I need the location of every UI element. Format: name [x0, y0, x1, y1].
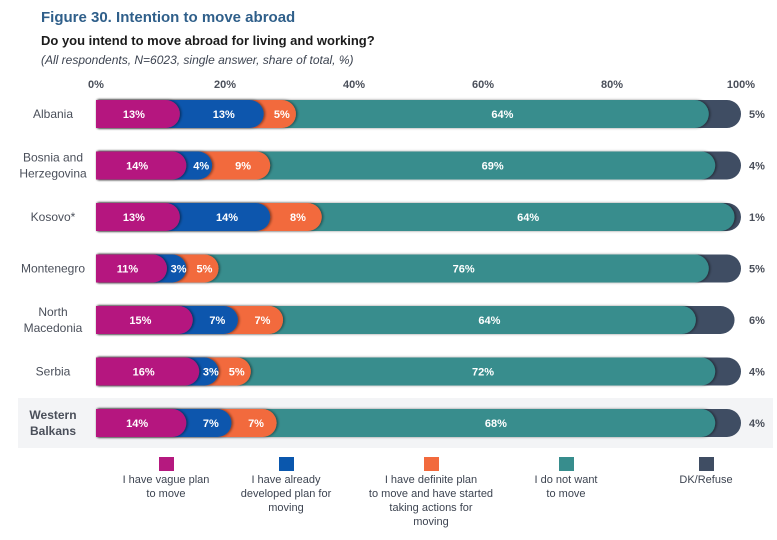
category-label: Balkans — [30, 424, 76, 438]
dk-value-label: 5% — [749, 109, 765, 121]
category-label: Albania — [33, 107, 73, 121]
bar-segment — [96, 100, 180, 128]
legend-label: DK/Refuse — [679, 474, 733, 486]
segment-value-label: 64% — [478, 315, 500, 327]
segment-value-label: 3% — [203, 367, 219, 379]
x-tick-label: 80% — [601, 79, 623, 91]
x-tick-label: 100% — [727, 79, 755, 91]
segment-value-label: 4% — [193, 161, 209, 173]
segment-value-label: 8% — [290, 212, 306, 224]
category-label: Serbia — [36, 365, 71, 379]
legend-label: to move and have started — [368, 488, 494, 500]
bar-row: 14% 4% 9% 69% — [96, 151, 741, 180]
legend-label: I have definite plan — [384, 474, 478, 486]
x-tick-label: 40% — [343, 79, 365, 91]
segment-value-label: 68% — [485, 418, 507, 430]
legend-label: to move — [146, 488, 186, 500]
segment-value-label: 7% — [255, 315, 271, 327]
segment-value-label: 64% — [491, 109, 513, 121]
bar-segment — [96, 357, 200, 386]
legend-item: I have definite plan to move and have sta… — [361, 457, 501, 529]
dk-value-label: 4% — [749, 367, 765, 379]
bar-row: 11% 3% 5% 76% — [96, 254, 741, 283]
legend-label: moving — [413, 516, 449, 528]
figure-note: (All respondents, N=6023, single answer,… — [41, 53, 354, 67]
bar-row: 15% 7% 7% 64% — [96, 306, 735, 334]
segment-value-label: 64% — [517, 212, 539, 224]
legend: I have vague plan to move I have already de… — [0, 457, 777, 540]
segment-value-label: 14% — [126, 418, 148, 430]
bar-row: 13% 14% 8% 64% — [96, 203, 741, 231]
legend-label: I have already — [251, 474, 321, 486]
segment-value-label: 11% — [117, 264, 139, 276]
dk-value-label: 6% — [749, 315, 765, 327]
bar-segment — [96, 254, 167, 283]
legend-label: I do not want — [534, 474, 598, 486]
segment-value-label: 5% — [229, 367, 245, 379]
legend-item: I do not want to move — [496, 457, 636, 501]
segment-value-label: 14% — [216, 212, 238, 224]
legend-label: I have vague plan — [122, 474, 210, 486]
segment-value-label: 9% — [235, 161, 251, 173]
legend-swatch — [278, 457, 294, 471]
segment-value-label: 69% — [482, 161, 504, 173]
segment-value-label: 3% — [171, 264, 187, 276]
legend-swatch — [423, 457, 439, 471]
category-label: Bosnia and — [23, 151, 83, 165]
legend-label: moving — [268, 502, 304, 514]
segment-value-label: 7% — [248, 418, 264, 430]
x-tick-label: 60% — [472, 79, 494, 91]
legend-item: DK/Refuse — [636, 457, 776, 487]
category-label: North — [38, 305, 67, 319]
x-tick-label: 0% — [88, 79, 104, 91]
segment-value-label: 76% — [453, 264, 475, 276]
dk-value-label: 1% — [749, 212, 765, 224]
legend-swatch — [558, 457, 574, 471]
legend-swatch — [698, 457, 714, 471]
legend-item: I have vague plan to move — [96, 457, 236, 501]
segment-value-label: 5% — [274, 109, 290, 121]
category-label: Macedonia — [24, 321, 83, 335]
bar-row: 16% 3% 5% 72% — [96, 357, 741, 386]
legend-label: developed plan for — [240, 488, 332, 500]
segment-value-label: 16% — [133, 367, 155, 379]
x-tick-label: 20% — [214, 79, 236, 91]
legend-label: taking actions for — [389, 502, 473, 514]
category-label: Montenegro — [21, 262, 85, 276]
bar-segment — [96, 151, 187, 180]
segment-value-label: 13% — [123, 212, 145, 224]
bar-segment — [96, 203, 180, 231]
category-label: Herzegovina — [19, 167, 87, 181]
dk-value-label: 4% — [749, 418, 765, 430]
bar-segment — [96, 306, 193, 334]
segment-value-label: 7% — [203, 418, 219, 430]
figure-title: Figure 30. Intention to move abroad — [41, 9, 296, 26]
segment-value-label: 13% — [213, 109, 235, 121]
legend-item: I have already developed plan for moving — [216, 457, 356, 515]
segment-value-label: 15% — [129, 315, 151, 327]
dk-value-label: 5% — [749, 264, 765, 276]
legend-label: to move — [546, 488, 586, 500]
segment-value-label: 13% — [123, 109, 145, 121]
dk-value-label: 4% — [749, 161, 765, 173]
segment-value-label: 72% — [472, 367, 494, 379]
category-label: Kosovo* — [31, 210, 76, 224]
segment-value-label: 7% — [209, 315, 225, 327]
bar-row: 14% 7% 7% 68% — [96, 409, 741, 437]
category-label: Western — [29, 408, 76, 422]
segment-value-label: 14% — [126, 161, 148, 173]
stacked-bar-chart: 0% 20% 40% 60% 80% 100% Albania Bosnia and Herz… — [18, 79, 773, 448]
segment-value-label: 5% — [196, 264, 212, 276]
figure-subtitle: Do you intend to move abroad for living … — [41, 33, 375, 48]
bar-segment — [96, 409, 187, 437]
bar-row: 13% 13% 5% 64% — [96, 100, 741, 128]
legend-swatch — [158, 457, 174, 471]
bar-segment — [96, 357, 716, 386]
bar-segment — [96, 254, 709, 283]
